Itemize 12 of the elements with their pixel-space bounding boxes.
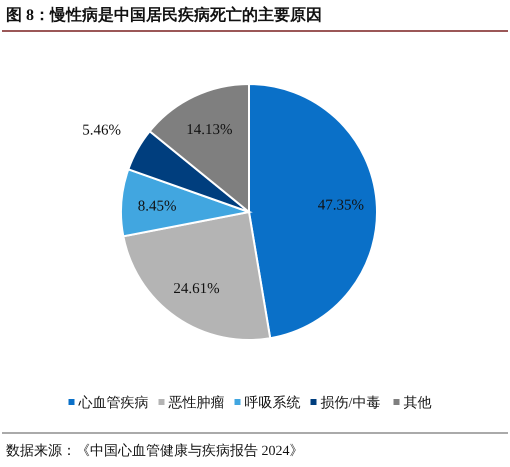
legend-label: 恶性肿瘤	[168, 395, 224, 411]
data-label: 47.35%	[318, 198, 364, 214]
legend-label: 呼吸系统	[244, 395, 300, 411]
legend-label: 损伤/中毒	[320, 395, 380, 411]
data-label: 24.61%	[173, 280, 220, 297]
data-label: 5.46%	[82, 122, 122, 139]
legend-label: 心血管疾病	[78, 395, 148, 411]
legend-label: 其他	[404, 395, 432, 411]
data-label: 14.13%	[186, 122, 233, 138]
chart-title: 图 8：慢性病是中国居民疾病死亡的主要原因	[6, 5, 322, 24]
source-note: 数据来源：《中国心血管健康与疾病报告 2024》	[6, 443, 304, 459]
data-label: 8.45%	[138, 198, 176, 214]
